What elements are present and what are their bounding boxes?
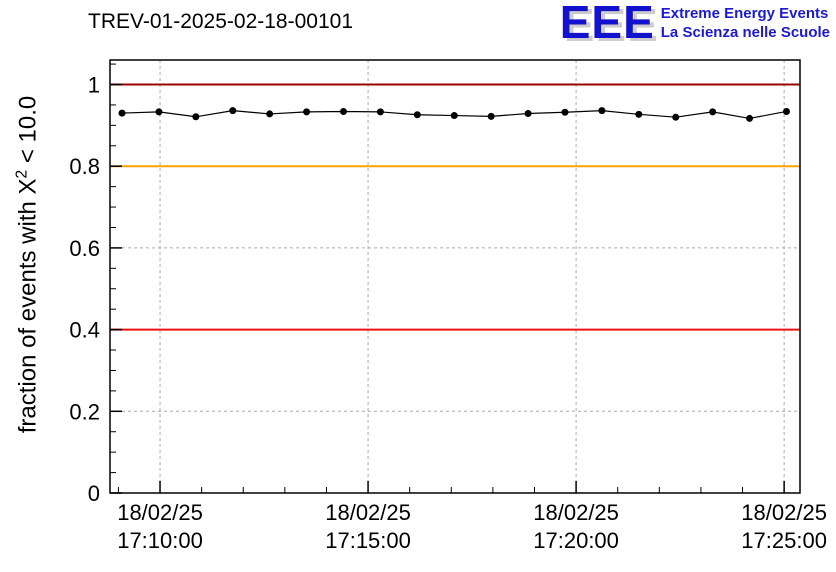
svg-text:1: 1 bbox=[88, 73, 100, 98]
svg-text:17:20:00: 17:20:00 bbox=[533, 528, 619, 553]
eee-logo-caption: Extreme Energy Events La Scienza nelle S… bbox=[661, 2, 830, 43]
data-point bbox=[155, 108, 163, 116]
eee-logo-line1: Extreme Energy Events bbox=[660, 5, 829, 22]
data-point bbox=[746, 114, 754, 122]
y-axis-label-superscript: 2 bbox=[13, 169, 31, 179]
y-axis-label: fraction of events with X2 < 10.0 bbox=[14, 25, 43, 505]
eee-logo-line2: La Scienza nelle Scuole bbox=[660, 23, 830, 41]
data-point bbox=[413, 111, 421, 119]
svg-text:0.8: 0.8 bbox=[69, 154, 100, 179]
data-point bbox=[672, 113, 680, 121]
data-point bbox=[635, 110, 643, 118]
data-point bbox=[561, 108, 569, 116]
eee-logo: EEE Extreme Energy Events La Scienza nel… bbox=[559, 0, 830, 48]
data-point bbox=[339, 107, 347, 115]
svg-text:18/02/25: 18/02/25 bbox=[741, 500, 827, 525]
svg-text:0.6: 0.6 bbox=[69, 236, 100, 261]
data-point bbox=[303, 108, 311, 116]
data-point bbox=[782, 107, 790, 115]
svg-text:0: 0 bbox=[88, 481, 100, 506]
svg-text:0.2: 0.2 bbox=[69, 399, 100, 424]
eee-logo-text: EEE bbox=[559, 0, 655, 48]
data-point bbox=[192, 113, 200, 121]
svg-text:0.4: 0.4 bbox=[69, 318, 100, 343]
data-point bbox=[598, 107, 606, 115]
svg-text:18/02/25: 18/02/25 bbox=[533, 500, 619, 525]
data-point bbox=[376, 108, 384, 116]
data-point bbox=[450, 112, 458, 120]
svg-text:18/02/25: 18/02/25 bbox=[117, 500, 203, 525]
svg-text:17:10:00: 17:10:00 bbox=[117, 528, 203, 553]
data-point bbox=[709, 108, 717, 116]
svg-text:17:25:00: 17:25:00 bbox=[741, 528, 827, 553]
data-point bbox=[487, 112, 495, 120]
data-point bbox=[118, 109, 126, 117]
data-point bbox=[229, 107, 237, 115]
data-point bbox=[266, 110, 274, 118]
svg-text:18/02/25: 18/02/25 bbox=[325, 500, 411, 525]
y-axis-label-suffix: < 10.0 bbox=[14, 95, 42, 170]
data-point bbox=[524, 110, 532, 118]
svg-text:17:15:00: 17:15:00 bbox=[325, 528, 411, 553]
y-axis-label-text: fraction of events with X bbox=[14, 178, 42, 434]
chart-title: TREV-01-2025-02-18-00101 bbox=[88, 10, 354, 33]
